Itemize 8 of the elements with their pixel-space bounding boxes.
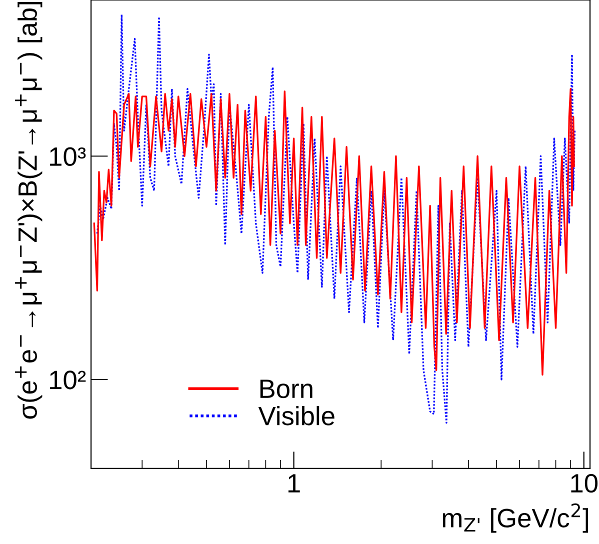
text: σ(e$^{+}$e$^{−}$→μ$^{+}$μ$^{−}$Z')×B(Z'→μ$^{+}$μ$^{−}$) [ab] [15, 2, 42, 419]
y-tick-label: 10³ [50, 147, 86, 166]
x-axis-title: m$_{Z'}$ [GeV/c$^{2}$] [442, 503, 588, 533]
x-tick-label: 1 [288, 474, 300, 492]
legend-label: Born [260, 380, 312, 398]
legend-label: Visible [258, 406, 334, 426]
x-tick-label: 10 [571, 474, 598, 493]
y-tick-label: 10² [50, 370, 86, 390]
